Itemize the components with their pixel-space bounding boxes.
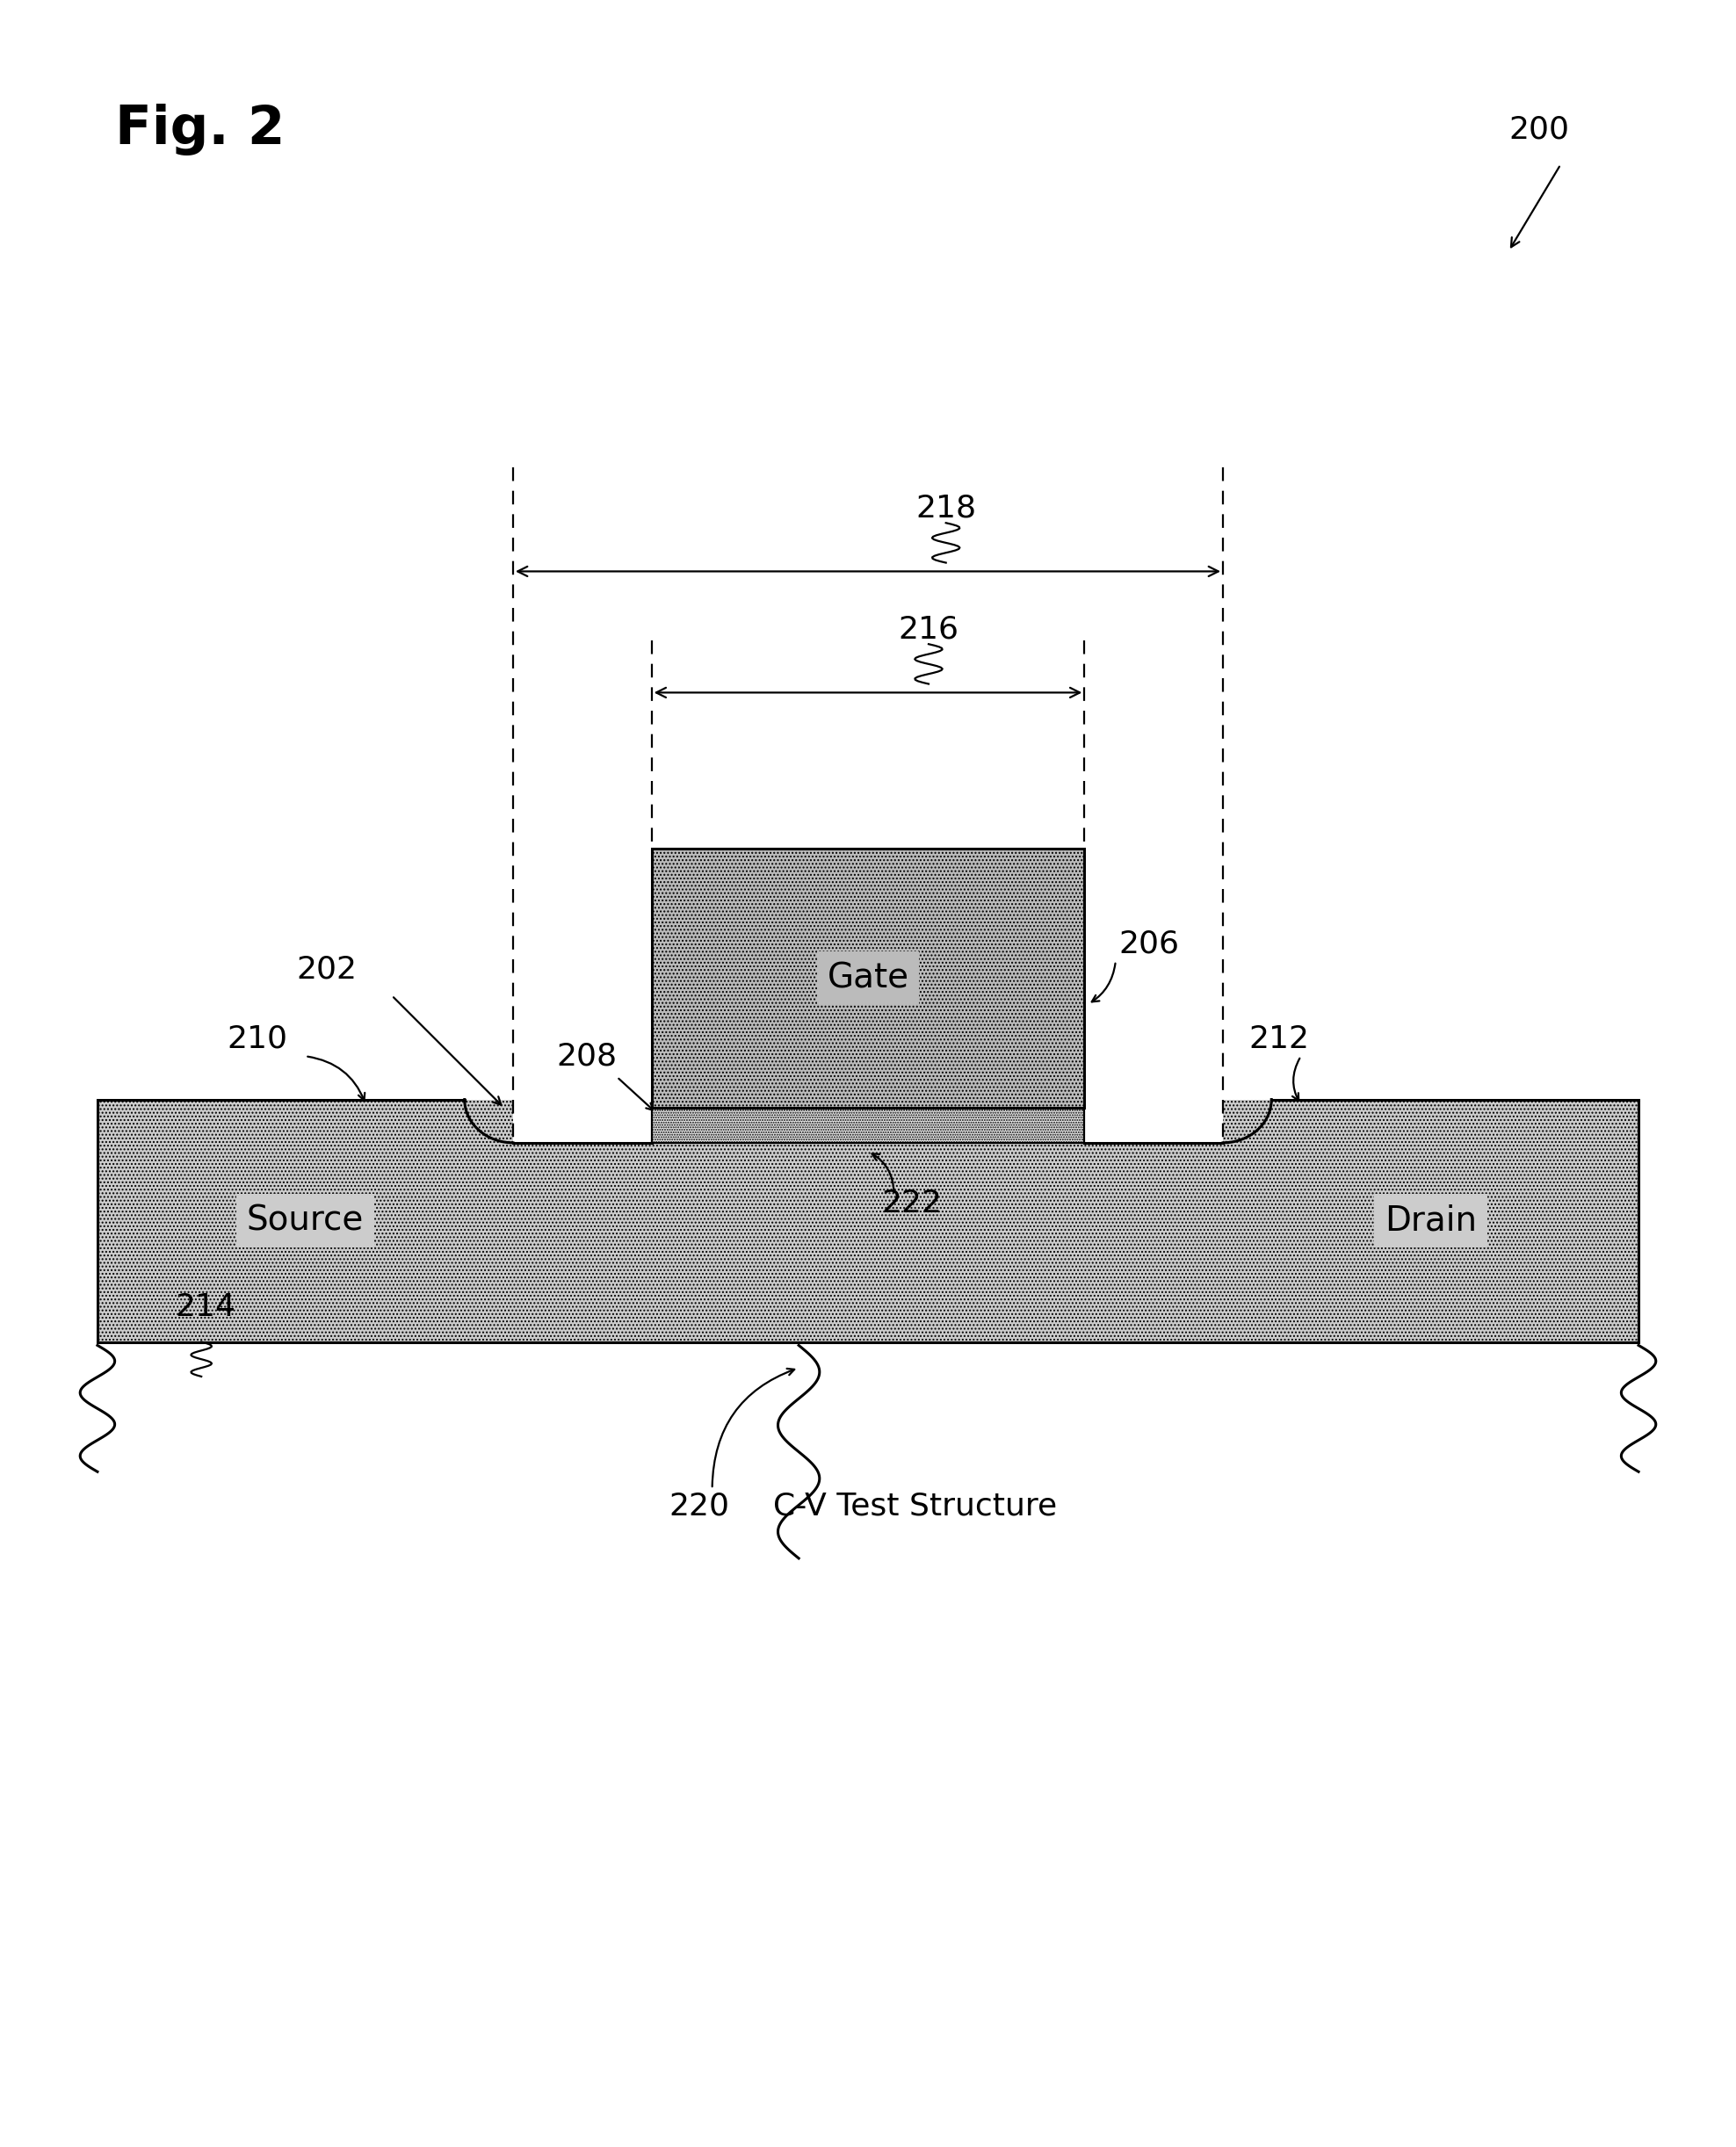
Text: Drain: Drain — [1385, 1204, 1477, 1237]
Text: Fig. 2: Fig. 2 — [115, 103, 285, 157]
Text: 200: 200 — [1509, 116, 1569, 144]
Text: 218: 218 — [915, 494, 976, 524]
Bar — [1222, 1099, 1639, 1142]
Bar — [97, 1142, 1639, 1342]
Text: 210: 210 — [227, 1024, 288, 1054]
Bar — [97, 1142, 1639, 1342]
Text: 222: 222 — [882, 1189, 943, 1217]
Text: 208: 208 — [556, 1041, 616, 1071]
Text: 220: 220 — [668, 1492, 729, 1522]
Bar — [651, 848, 1085, 1108]
Bar — [651, 1108, 1085, 1142]
Text: C-V Test Structure: C-V Test Structure — [773, 1492, 1057, 1522]
Text: 212: 212 — [1248, 1024, 1309, 1054]
Text: 206: 206 — [1120, 930, 1180, 958]
Bar — [651, 848, 1085, 1108]
Text: 202: 202 — [297, 955, 358, 985]
Bar — [651, 1108, 1085, 1142]
Text: 216: 216 — [898, 614, 958, 644]
Text: 214: 214 — [175, 1292, 236, 1323]
Text: Source: Source — [247, 1204, 365, 1237]
Text: Gate: Gate — [826, 962, 910, 994]
Bar — [1222, 1099, 1639, 1142]
Bar — [97, 1099, 514, 1142]
Bar — [97, 1099, 514, 1142]
